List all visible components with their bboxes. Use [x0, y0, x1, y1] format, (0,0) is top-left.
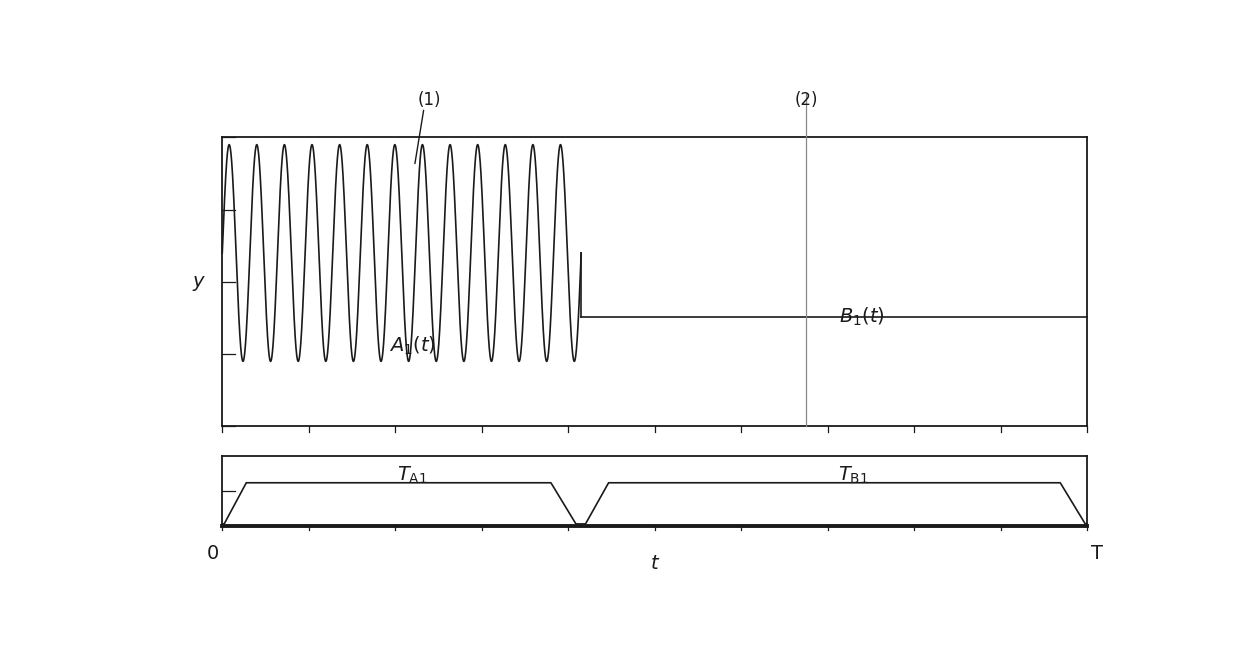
Text: (1): (1): [417, 91, 440, 109]
Text: $T_{\rm A1}$: $T_{\rm A1}$: [397, 465, 428, 487]
Text: 0: 0: [207, 544, 218, 563]
Text: $B_1(t)$: $B_1(t)$: [839, 305, 885, 328]
Text: $T_{\rm B1}$: $T_{\rm B1}$: [838, 465, 869, 487]
Text: t: t: [651, 554, 658, 573]
Text: T: T: [1091, 544, 1102, 563]
Text: $A_1(t)$: $A_1(t)$: [389, 334, 436, 356]
Text: y: y: [192, 272, 205, 291]
Text: (2): (2): [795, 91, 818, 109]
